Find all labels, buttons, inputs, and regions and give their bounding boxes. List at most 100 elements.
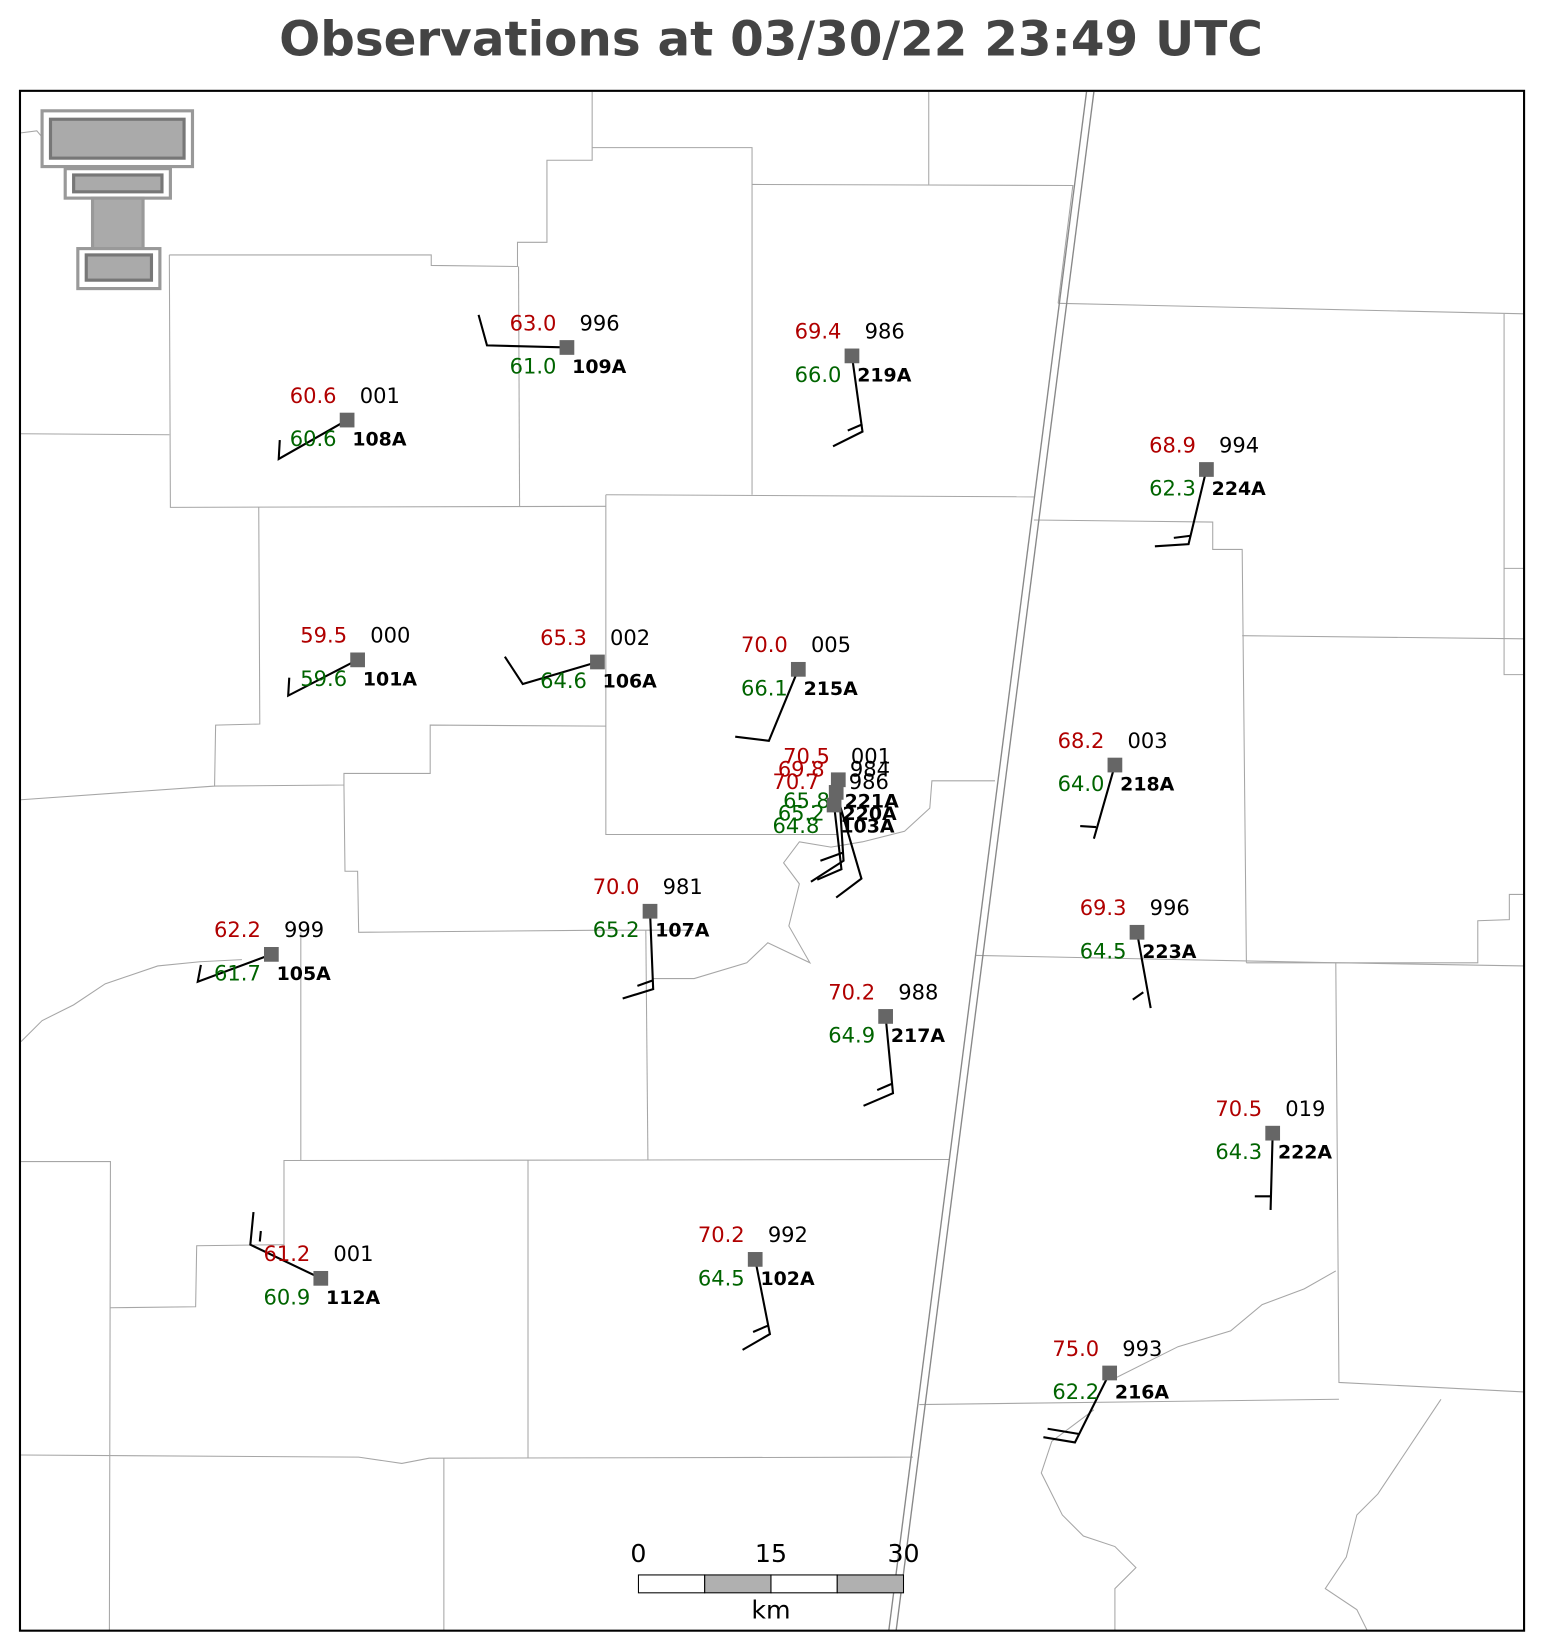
wind-barb xyxy=(1043,1372,1111,1444)
dewpoint: 64.0 xyxy=(1058,771,1105,796)
station-marker xyxy=(350,652,365,668)
pressure: 988 xyxy=(898,979,938,1004)
temperature: 70.2 xyxy=(828,979,875,1004)
station-id: 109A xyxy=(572,356,626,378)
station-marker xyxy=(830,772,846,788)
station-marker xyxy=(826,797,842,813)
wind-barb xyxy=(742,1259,772,1351)
pressure: 984 xyxy=(850,756,890,781)
scale-label: 30 xyxy=(887,1539,919,1568)
map-frame xyxy=(18,89,1526,1632)
logo xyxy=(40,109,195,291)
pressure: 996 xyxy=(1150,895,1190,920)
pressure: 981 xyxy=(663,874,703,899)
dewpoint: 66.1 xyxy=(741,675,788,700)
dewpoint: 65.2 xyxy=(593,917,640,942)
station-id: 103A xyxy=(840,816,894,838)
dewpoint: 65.2 xyxy=(778,800,825,825)
station-marker xyxy=(339,412,355,428)
wind-barb xyxy=(832,355,864,448)
pressure: 986 xyxy=(849,769,889,794)
station-marker xyxy=(590,654,605,670)
station-id: 112A xyxy=(326,1287,380,1309)
station-marker xyxy=(1129,924,1145,940)
wind-barb xyxy=(477,314,567,349)
pressure: 994 xyxy=(1219,432,1259,457)
temperature: 68.9 xyxy=(1149,432,1196,457)
dewpoint: 64.9 xyxy=(828,1022,875,1047)
station-id: 102A xyxy=(760,1268,814,1290)
dewpoint: 64.6 xyxy=(540,668,587,693)
pressure: 001 xyxy=(333,1241,373,1266)
pressure: 019 xyxy=(1285,1096,1325,1121)
temperature: 70.2 xyxy=(698,1222,745,1247)
temperature: 60.6 xyxy=(290,383,337,408)
pressure: 992 xyxy=(768,1222,808,1247)
temperature: 65.3 xyxy=(540,625,587,650)
dewpoint: 62.2 xyxy=(1052,1379,1099,1404)
station-marker xyxy=(828,785,844,800)
scale-label: 15 xyxy=(755,1539,787,1568)
station-id: 221A xyxy=(845,790,899,812)
station-marker xyxy=(1199,462,1214,477)
station-marker xyxy=(790,661,806,677)
temperature: 63.0 xyxy=(510,310,557,335)
temperature: 69.3 xyxy=(1080,895,1127,920)
wind-barb xyxy=(622,911,655,1000)
dewpoint: 61.0 xyxy=(510,353,557,378)
station-id: 105A xyxy=(277,963,331,985)
station-id: 223A xyxy=(1142,941,1196,963)
dewpoint: 64.5 xyxy=(1080,938,1127,963)
wind-barb xyxy=(196,953,272,984)
temperature: 70.5 xyxy=(783,744,830,769)
pressure: 001 xyxy=(851,744,891,769)
wind-barb xyxy=(503,656,598,686)
dewpoint: 64.3 xyxy=(1215,1139,1262,1164)
dewpoint: 60.9 xyxy=(263,1284,310,1309)
station-id: 224A xyxy=(1212,478,1266,500)
station-id: 217A xyxy=(891,1025,945,1047)
wind-barb xyxy=(835,792,863,899)
temperature: 70.7 xyxy=(773,769,820,794)
dewpoint: 62.3 xyxy=(1149,475,1196,500)
temperature: 68.2 xyxy=(1058,728,1105,753)
station-marker xyxy=(642,903,658,919)
pressure: 999 xyxy=(284,917,324,942)
station-marker xyxy=(878,1009,893,1024)
pressure: 986 xyxy=(865,319,905,344)
temperature: 70.0 xyxy=(741,632,788,657)
station-id: 215A xyxy=(804,678,858,700)
dewpoint: 64.8 xyxy=(773,813,820,838)
wind-barb xyxy=(863,1016,895,1107)
station-id: 101A xyxy=(363,668,417,690)
pressure: 001 xyxy=(360,383,400,408)
station-id: 222A xyxy=(1278,1142,1332,1164)
scale-unit: km xyxy=(751,1596,790,1625)
station-marker xyxy=(264,947,279,962)
station-marker xyxy=(313,1270,329,1286)
temperature: 70.0 xyxy=(593,874,640,899)
station-marker xyxy=(747,1252,763,1267)
station-id: 107A xyxy=(655,920,709,942)
station-marker xyxy=(1265,1125,1281,1141)
scale-bar xyxy=(637,1574,905,1594)
dewpoint: 60.6 xyxy=(290,426,337,451)
pressure: 993 xyxy=(1122,1336,1162,1361)
temperature: 70.5 xyxy=(1215,1096,1262,1121)
temperature: 69.8 xyxy=(778,756,825,781)
pressure: 996 xyxy=(580,310,620,335)
county-lines xyxy=(20,91,1525,1631)
wind-barb xyxy=(1132,932,1152,1009)
dewpoint: 66.0 xyxy=(795,362,842,387)
wind-barb xyxy=(735,668,800,742)
station-id: 106A xyxy=(603,670,657,692)
scale-label: 0 xyxy=(630,1539,646,1568)
dewpoint: 61.7 xyxy=(214,960,261,985)
temperature: 62.2 xyxy=(214,917,261,942)
wind-barb xyxy=(277,419,348,461)
pressure: 002 xyxy=(610,625,650,650)
wind-barb xyxy=(1254,1133,1274,1210)
station-id: 220A xyxy=(842,803,896,825)
